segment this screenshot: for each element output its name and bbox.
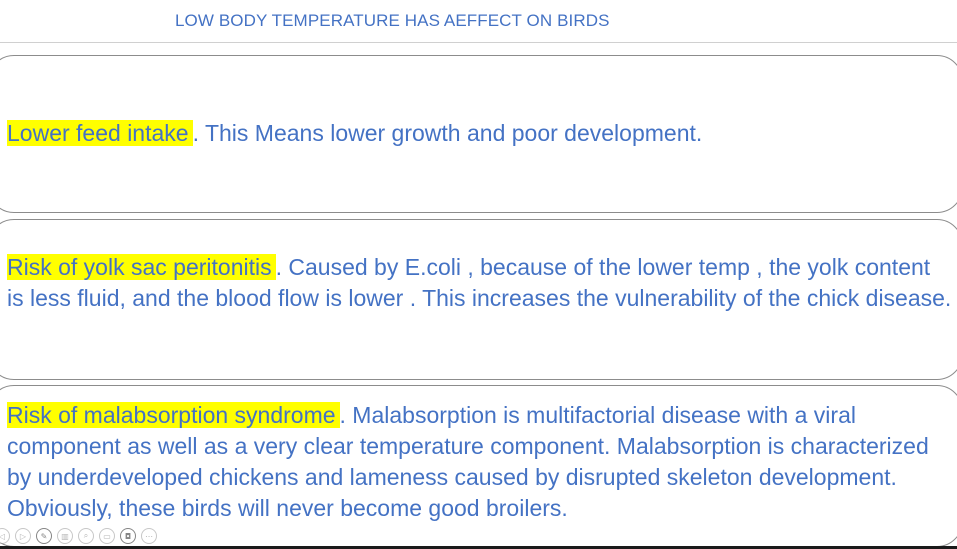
content-card-malabsorption: Risk of malabsorption syndrome. Malabsor… [0,385,957,547]
highlighted-term: Lower feed intake [7,120,193,146]
card-paragraph: Risk of yolk sac peritonitis. Caused by … [7,252,952,314]
subtitles-icon[interactable]: ▭ [99,528,115,544]
pen-icon[interactable]: ✎ [36,528,52,544]
card-paragraph: Risk of malabsorption syndrome. Malabsor… [7,400,952,524]
card-paragraph: Lower feed intake. This Means lower grow… [7,118,952,149]
card-body-text: . Caused by E.coli , because of the lowe… [7,254,952,311]
forward-arrow-icon[interactable]: ▷ [15,528,31,544]
presentation-toolbar: ◁ ▷ ✎ ▥ ⌕ ▭ ◘ ⋯ [0,526,157,546]
bottom-divider [0,546,957,549]
zoom-icon[interactable]: ⌕ [78,528,94,544]
slide-title: LOW BODY TEMPERATURE HAS AEFFECT ON BIRD… [175,11,610,30]
back-arrow-icon[interactable]: ◁ [0,528,10,544]
highlighted-term: Risk of malabsorption syndrome [7,402,340,428]
camera-icon[interactable]: ◘ [120,528,136,544]
content-card-feed-intake: Lower feed intake. This Means lower grow… [0,55,957,213]
card-body-text: . This Means lower growth and poor devel… [192,120,703,146]
slide-title-bar: LOW BODY TEMPERATURE HAS AEFFECT ON BIRD… [0,0,957,43]
card-body-text: . Malabsorption is multifactorial diseas… [7,402,929,521]
content-card-yolk-sac: Risk of yolk sac peritonitis. Caused by … [0,219,957,380]
highlighted-term: Risk of yolk sac peritonitis [7,254,276,280]
more-options-icon[interactable]: ⋯ [141,528,157,544]
copy-slides-icon[interactable]: ▥ [57,528,73,544]
